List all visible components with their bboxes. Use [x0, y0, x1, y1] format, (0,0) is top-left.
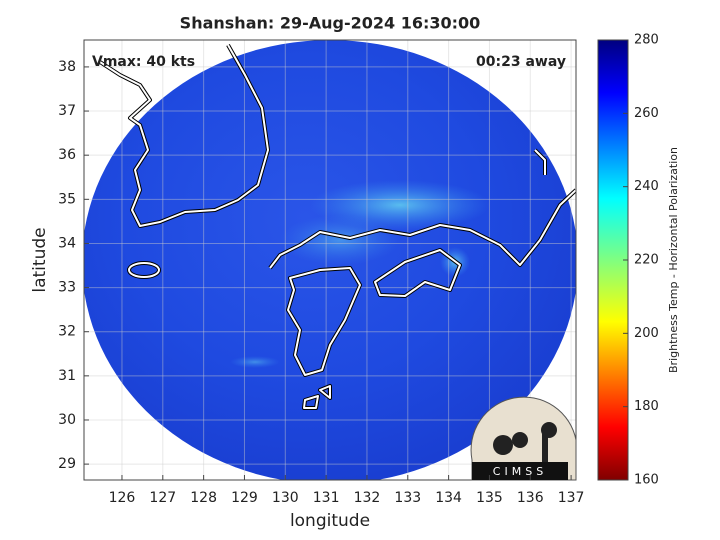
y-tick-label: 31 [58, 368, 76, 384]
colorbar-tick-label: 260 [634, 106, 659, 121]
x-tick-label: 135 [476, 490, 503, 506]
x-tick-label: 127 [149, 490, 176, 506]
title: Shanshan: 29-Aug-2024 16:30:00 [180, 14, 481, 33]
y-tick-label: 32 [58, 324, 76, 340]
x-tick-label: 128 [190, 490, 217, 506]
y-tick-label: 38 [58, 59, 76, 75]
x-tick-label: 131 [313, 490, 340, 506]
cloud-cell [230, 356, 280, 368]
colorbar-tick-label: 180 [634, 399, 659, 414]
coastlines [98, 44, 576, 410]
colorbar-tick-label: 220 [634, 253, 659, 268]
x-tick-label: 134 [435, 490, 462, 506]
y-axis-label: latitude [30, 227, 50, 292]
x-tick-label: 136 [517, 490, 544, 506]
colorbar-label: Brightness Temp - Horizontal Polarizatio… [667, 147, 680, 373]
cloud-band [280, 215, 400, 265]
y-tick-label: 29 [58, 456, 76, 472]
x-tick-label: 132 [354, 490, 381, 506]
annotation: Vmax: 40 kts [92, 54, 195, 70]
cimss-logo: CIMSS [470, 396, 577, 481]
x-tick-label: 126 [109, 490, 136, 506]
annotation: 00:23 away [476, 54, 566, 70]
axes-frame [83, 39, 577, 481]
x-tick-label: 137 [558, 490, 585, 506]
logo-text: CIMSS [493, 465, 547, 478]
grid [84, 40, 576, 480]
x-tick-label: 130 [272, 490, 299, 506]
y-tick-label: 35 [58, 191, 76, 207]
y-tick-label: 33 [58, 280, 76, 296]
imagery [84, 40, 576, 480]
x-tick-label: 129 [231, 490, 258, 506]
y-tick-label: 30 [58, 412, 76, 428]
colorbar-tick-label: 240 [634, 179, 659, 194]
y-tick-label: 36 [58, 147, 76, 163]
colorbar-tick-label: 160 [634, 473, 659, 488]
colorbar-tick-label: 200 [634, 326, 659, 341]
colorbar-tick-label: 280 [634, 33, 659, 48]
x-axis-label: longitude [290, 511, 370, 531]
x-tick-label: 133 [394, 490, 421, 506]
y-tick-label: 37 [58, 103, 76, 119]
y-tick-label: 34 [58, 235, 76, 251]
